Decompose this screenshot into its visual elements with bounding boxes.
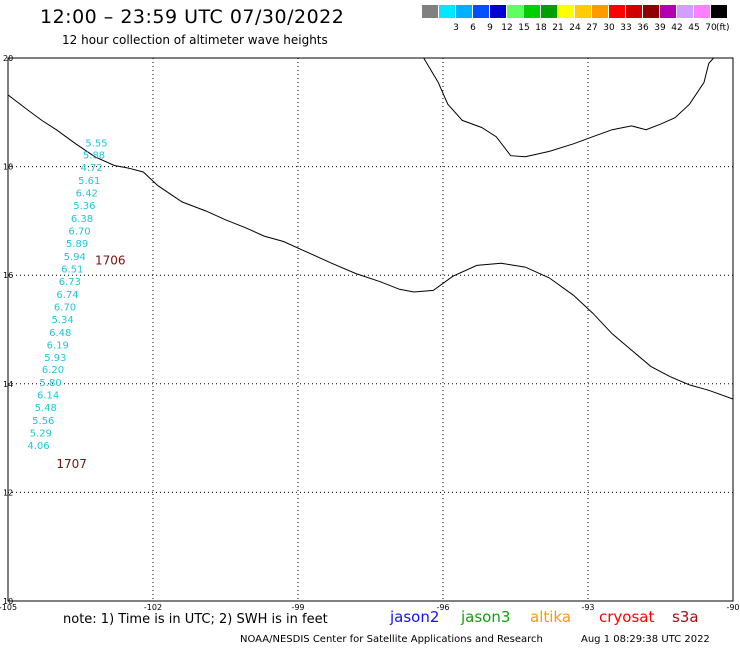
satellite-label-cryosat: cryosat [599, 608, 655, 626]
legend-label: 33 [620, 23, 632, 33]
wave-height-value: 6.20 [42, 365, 64, 376]
wave-height-value: 5.36 [73, 201, 95, 212]
wave-height-value: 5.94 [64, 252, 86, 263]
legend-swatch [626, 5, 643, 18]
wave-height-value: 5.93 [44, 353, 66, 364]
latitude-tick-label: 18 [3, 163, 13, 172]
legend-label: 12 [501, 23, 513, 33]
legend-label: 27 [586, 23, 598, 33]
wave-height-value: 5.61 [78, 176, 100, 187]
wave-height-value: 4.72 [81, 163, 103, 174]
longitude-tick-label: -96 [436, 603, 449, 612]
generated-timestamp: Aug 1 08:29:38 UTC 2022 [581, 634, 710, 645]
latitude-tick-label: 12 [3, 488, 13, 497]
legend-swatch [694, 5, 711, 18]
page-title: 12:00 – 23:59 UTC 07/30/2022 [40, 6, 345, 28]
legend-label: 36 [637, 23, 649, 33]
legend-swatch [524, 5, 541, 18]
legend-label: 15 [518, 23, 530, 33]
legend-label: 42 [671, 23, 683, 33]
pass-time-label: 1706 [95, 253, 126, 267]
legend-swatch [592, 5, 609, 18]
legend-swatch [643, 5, 660, 18]
latitude-tick-label: 16 [3, 271, 13, 280]
legend-label: 45 [688, 23, 700, 33]
wave-height-value: 6.14 [37, 390, 59, 401]
longitude-tick-label: -90 [726, 603, 739, 612]
wave-height-value: 6.51 [61, 264, 83, 275]
legend-swatch [422, 5, 439, 18]
legend-swatch [575, 5, 592, 18]
gulf-coastline [423, 58, 715, 158]
latitude-tick-label: 14 [3, 380, 13, 389]
wave-height-value: 6.19 [47, 341, 69, 352]
wave-height-value: 6.42 [76, 188, 98, 199]
legend-label: 30 [603, 23, 615, 33]
legend-swatch [609, 5, 626, 18]
latitude-tick-label: 10 [3, 597, 13, 606]
legend-swatch [456, 5, 473, 18]
legend-swatch [558, 5, 575, 18]
wave-height-value: 5.29 [30, 428, 52, 439]
legend-label: 6 [470, 23, 476, 33]
legend-label: 9 [487, 23, 493, 33]
legend-label: 24 [569, 23, 581, 33]
credit-line: NOAA/NESDIS Center for Satellite Applica… [240, 634, 543, 645]
longitude-tick-label: -102 [144, 603, 162, 612]
legend-swatch [711, 5, 728, 18]
legend-swatch [677, 5, 694, 18]
legend-swatch [490, 5, 507, 18]
latitude-tick-label: 20 [3, 54, 13, 63]
wave-height-value: 5.34 [52, 315, 74, 326]
wave-height-value: 5.80 [39, 378, 61, 389]
legend-swatch [507, 5, 524, 18]
pass-time-label: 1707 [56, 457, 87, 471]
legend-swatch [541, 5, 558, 18]
legend-swatch [660, 5, 677, 18]
page-subtitle: 12 hour collection of altimeter wave hei… [62, 33, 328, 47]
legend-label: 21 [552, 23, 564, 33]
units-note: note: 1) Time is in UTC; 2) SWH is in fe… [63, 612, 328, 627]
satellite-label-jason3: jason3 [461, 608, 511, 626]
wave-height-value: 6.73 [59, 277, 81, 288]
wave-height-value: 5.48 [35, 403, 57, 414]
wave-height-value: 5.55 [85, 139, 107, 150]
legend-label: 39 [654, 23, 666, 33]
longitude-tick-label: -105 [0, 603, 17, 612]
wave-height-value: 5.89 [66, 239, 88, 250]
wave-height-value: 6.38 [71, 214, 93, 225]
wave-height-value: 6.70 [54, 302, 76, 313]
legend-label: 70 [705, 23, 717, 33]
legend-label: 3 [453, 23, 459, 33]
longitude-tick-label: -99 [291, 603, 304, 612]
satellite-label-altika: altika [530, 608, 572, 626]
map-frame [7, 57, 734, 602]
wave-height-value: 6.74 [56, 290, 78, 301]
longitude-tick-label: -93 [581, 603, 594, 612]
wave-height-value: 6.70 [68, 226, 90, 237]
legend-unit: (ft) [716, 23, 730, 33]
wave-height-value: 5.88 [83, 150, 105, 161]
pacific-coastline [8, 94, 733, 400]
satellite-label-jason2: jason2 [390, 608, 440, 626]
legend-swatch [473, 5, 490, 18]
wave-height-value: 5.56 [32, 416, 54, 427]
wave-height-value: 6.48 [49, 328, 71, 339]
wave-height-value: 4.06 [27, 441, 49, 452]
satellite-label-s3a: s3a [672, 608, 699, 626]
legend-swatch [439, 5, 456, 18]
legend-label: 18 [535, 23, 547, 33]
